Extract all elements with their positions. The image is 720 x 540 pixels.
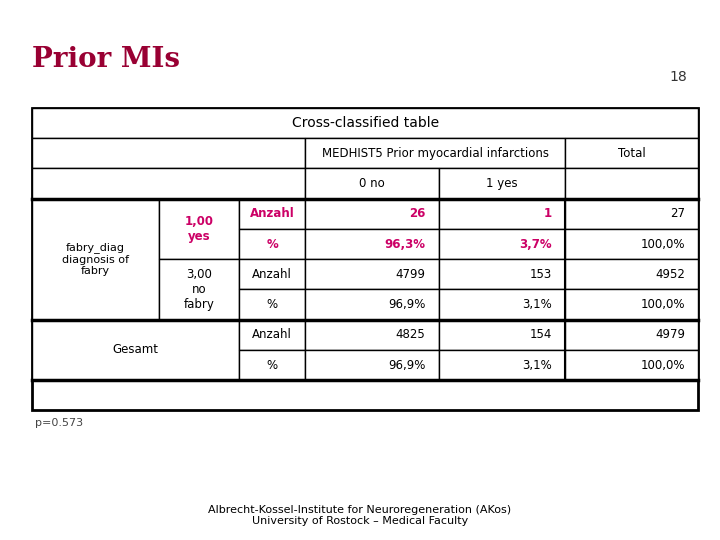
Bar (305, 350, 438, 380)
Text: %: % (266, 359, 278, 372)
Text: 1: 1 (544, 207, 552, 220)
Text: 1,00
yes: 1,00 yes (184, 215, 213, 243)
Text: 3,1%: 3,1% (522, 359, 552, 372)
Text: fabry_diag
diagnosis of
fabry: fabry_diag diagnosis of fabry (62, 242, 129, 276)
Bar (305, 289, 438, 320)
Bar (565, 320, 698, 350)
Text: 1 yes: 1 yes (486, 177, 518, 190)
Text: 4952: 4952 (655, 268, 685, 281)
Bar (239, 199, 305, 229)
Bar (305, 229, 438, 259)
Bar (438, 350, 565, 380)
Text: 3,7%: 3,7% (519, 238, 552, 251)
Bar (32, 199, 159, 320)
Text: Cross-classified table: Cross-classified table (292, 116, 439, 130)
Text: Albrecht-Kossel-Institute for Neuroregeneration (AKos)
University of Rostock – M: Albrecht-Kossel-Institute for Neuroregen… (208, 505, 512, 526)
Bar (438, 259, 565, 289)
Text: 0 no: 0 no (359, 177, 385, 190)
Bar (305, 320, 438, 350)
Text: %: % (266, 298, 278, 311)
Bar (305, 259, 438, 289)
Bar (565, 289, 698, 320)
Bar (32, 138, 305, 168)
Text: 100,0%: 100,0% (641, 298, 685, 311)
Text: Anzahl: Anzahl (252, 268, 292, 281)
Text: p=0.573: p=0.573 (35, 418, 83, 429)
Text: 3,00
no
fabry: 3,00 no fabry (184, 268, 215, 311)
Text: 96,3%: 96,3% (384, 238, 426, 251)
Bar (565, 350, 698, 380)
Bar (438, 320, 565, 350)
Bar (438, 229, 565, 259)
Text: 100,0%: 100,0% (641, 238, 685, 251)
Bar (239, 229, 305, 259)
Bar (239, 350, 305, 380)
Bar (305, 199, 438, 229)
Text: 96,9%: 96,9% (388, 298, 426, 311)
Bar (565, 259, 698, 289)
Text: 96,9%: 96,9% (388, 359, 426, 372)
Bar (438, 168, 565, 199)
Text: 154: 154 (529, 328, 552, 341)
Text: 3,1%: 3,1% (522, 298, 552, 311)
Text: 153: 153 (530, 268, 552, 281)
Bar (159, 259, 239, 320)
Text: 4799: 4799 (395, 268, 426, 281)
Bar (438, 289, 565, 320)
Bar (565, 168, 698, 199)
Bar (565, 138, 698, 168)
Text: 4825: 4825 (395, 328, 426, 341)
Bar (239, 289, 305, 320)
Bar (565, 229, 698, 259)
Bar (438, 199, 565, 229)
Text: MEDHIST5 Prior myocardial infarctions: MEDHIST5 Prior myocardial infarctions (322, 147, 549, 160)
Bar (239, 259, 305, 289)
Text: Prior MIs: Prior MIs (32, 46, 181, 73)
Text: 100,0%: 100,0% (641, 359, 685, 372)
Bar (305, 168, 438, 199)
Bar (565, 199, 698, 229)
Text: Anzahl: Anzahl (250, 207, 294, 220)
Text: Total: Total (618, 147, 646, 160)
Text: 4979: 4979 (655, 328, 685, 341)
Text: %: % (266, 238, 278, 251)
Bar (305, 138, 565, 168)
Text: Gesamt: Gesamt (112, 343, 158, 356)
Text: 26: 26 (409, 207, 426, 220)
Text: 18: 18 (670, 70, 688, 84)
Bar (239, 320, 305, 350)
Bar (32, 168, 305, 199)
Text: 27: 27 (670, 207, 685, 220)
Text: Anzahl: Anzahl (252, 328, 292, 341)
Bar (32, 108, 698, 138)
Bar (159, 199, 239, 259)
Bar (32, 320, 239, 380)
